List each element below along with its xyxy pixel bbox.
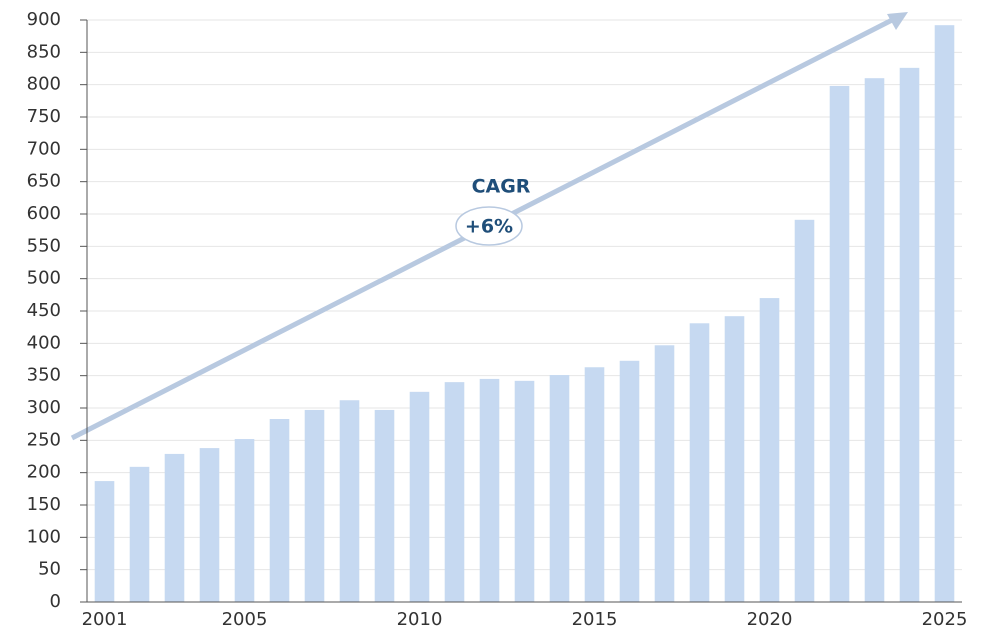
x-tick-label: 2020 <box>747 609 793 630</box>
bar <box>164 453 185 602</box>
bar <box>199 448 220 602</box>
y-tick-label: 400 <box>27 332 61 353</box>
bar <box>549 375 570 602</box>
x-tick-label: 2015 <box>572 609 618 630</box>
x-tick-label: 2010 <box>397 609 443 630</box>
y-tick-label: 150 <box>27 494 61 515</box>
annotation: +6% <box>465 216 513 238</box>
bar <box>479 378 500 602</box>
y-tick-label: 900 <box>27 9 61 30</box>
y-tick-label: 800 <box>27 74 61 95</box>
x-tick-label: 2001 <box>82 609 128 630</box>
y-tick-label: 250 <box>27 429 61 450</box>
x-tick-label: 2005 <box>222 609 268 630</box>
bar <box>269 418 290 602</box>
bar <box>514 380 535 602</box>
bar <box>794 219 815 602</box>
bar <box>234 439 255 602</box>
y-tick-label: 600 <box>27 203 61 224</box>
bar <box>129 466 150 602</box>
y-tick-label: 300 <box>27 397 61 418</box>
bar <box>374 409 395 602</box>
bar <box>654 345 675 602</box>
annotation-badge <box>455 206 523 246</box>
bar <box>724 316 745 602</box>
bar <box>899 67 920 602</box>
y-tick-label: 450 <box>27 300 61 321</box>
bar <box>689 323 710 602</box>
y-tick-label: 350 <box>27 365 61 386</box>
bar <box>339 400 360 602</box>
y-tick-label: 0 <box>50 591 61 612</box>
y-tick-label: 500 <box>27 268 61 289</box>
y-tick-label: 850 <box>27 41 61 62</box>
y-tick-label: 750 <box>27 106 61 127</box>
y-tick-label: 200 <box>27 462 61 483</box>
arrow-head <box>887 12 908 30</box>
y-tick-label: 50 <box>38 559 61 580</box>
bar <box>864 78 885 602</box>
bar <box>934 25 955 602</box>
bar <box>619 360 640 602</box>
y-tick-label: 550 <box>27 235 61 256</box>
annotation: CAGR <box>472 176 531 198</box>
y-tick-label: 100 <box>27 526 61 547</box>
bar <box>304 409 325 602</box>
y-tick-label: 700 <box>27 138 61 159</box>
bar <box>409 391 430 602</box>
bar <box>759 298 780 602</box>
bar <box>829 85 850 602</box>
x-tick-label: 2025 <box>922 609 968 630</box>
bar <box>94 481 115 602</box>
y-tick-label: 650 <box>27 171 61 192</box>
bar <box>584 367 605 602</box>
bar <box>444 382 465 602</box>
